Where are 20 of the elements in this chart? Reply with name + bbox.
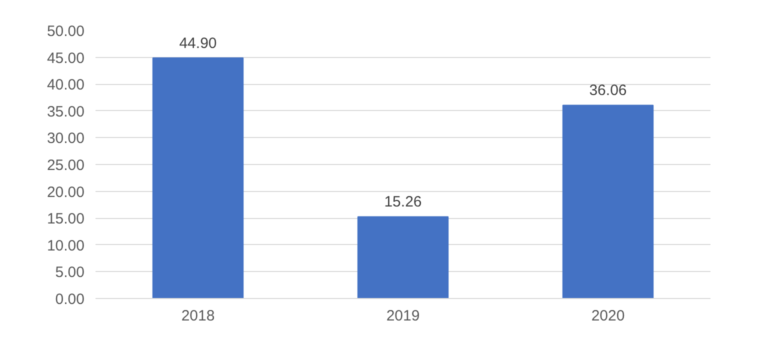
y-tick-label: 45.00: [46, 50, 85, 67]
y-tick-label: 50.00: [46, 23, 85, 40]
y-tick-label: 10.00: [46, 237, 85, 254]
y-tick-label: 0.00: [55, 291, 85, 308]
x-tick-label: 2018: [181, 308, 215, 324]
x-tick-label: 2019: [386, 308, 420, 324]
y-tick-label: 30.00: [46, 130, 85, 148]
y-tick-label: 5.00: [55, 264, 85, 282]
data-label: 44.90: [179, 34, 217, 52]
y-tick-label: 20.00: [46, 184, 85, 201]
y-tick-label: 40.00: [46, 76, 85, 94]
data-label: 15.26: [384, 194, 422, 211]
y-tick-label: 25.00: [46, 157, 85, 174]
data-label: 36.06: [589, 82, 627, 100]
y-tick-label: 35.00: [46, 103, 85, 120]
bar: [152, 57, 244, 298]
bar: [357, 216, 449, 298]
x-tick-label: 2020: [591, 308, 625, 324]
y-tick-label: 15.00: [46, 210, 85, 228]
bar: [562, 104, 654, 298]
